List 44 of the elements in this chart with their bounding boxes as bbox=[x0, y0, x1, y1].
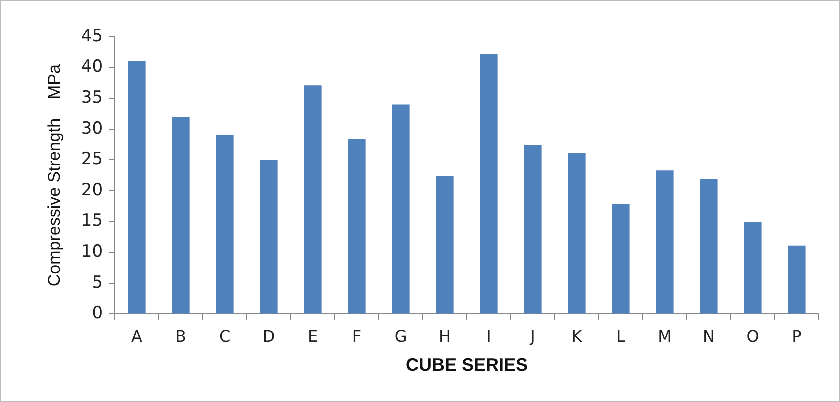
y-tick-label: 15 bbox=[81, 211, 104, 232]
x-tick-label: B bbox=[176, 326, 187, 346]
bar bbox=[260, 160, 278, 314]
x-tick-label: K bbox=[572, 326, 583, 346]
x-tick-label: H bbox=[439, 326, 452, 346]
x-tick-label: N bbox=[703, 326, 715, 346]
y-tick-label: 45 bbox=[81, 26, 104, 46]
y-tick-label: 40 bbox=[81, 57, 104, 78]
x-tick-label: I bbox=[486, 326, 492, 346]
bar bbox=[480, 54, 498, 314]
y-tick-label: 0 bbox=[92, 304, 104, 324]
y-tick-label: 5 bbox=[92, 272, 104, 293]
x-tick-label: F bbox=[352, 326, 362, 346]
bar bbox=[128, 61, 146, 314]
x-axis-title: CUBE SERIES bbox=[406, 355, 528, 376]
x-tick-label: D bbox=[262, 326, 276, 346]
x-tick-label: P bbox=[792, 326, 802, 346]
bar bbox=[348, 139, 366, 314]
bar bbox=[744, 222, 762, 314]
bar bbox=[436, 176, 454, 314]
x-tick-label: O bbox=[746, 326, 760, 346]
x-tick-label: A bbox=[132, 326, 143, 346]
y-tick-label: 35 bbox=[81, 88, 104, 108]
y-tick-label: 10 bbox=[81, 242, 104, 262]
bar bbox=[304, 86, 322, 314]
bar bbox=[172, 117, 190, 314]
bar bbox=[524, 145, 542, 314]
y-axis-title: Compressive Strength MPa bbox=[44, 64, 64, 287]
x-tick-label: J bbox=[530, 326, 536, 346]
x-tick-label: E bbox=[308, 326, 318, 346]
bar bbox=[392, 104, 410, 314]
x-tick-label: M bbox=[658, 326, 672, 346]
x-tick-label: C bbox=[219, 326, 231, 346]
bar bbox=[612, 204, 630, 314]
bar bbox=[656, 170, 674, 314]
y-tick-label: 25 bbox=[81, 150, 104, 170]
bar bbox=[216, 134, 234, 314]
x-tick-label: L bbox=[616, 326, 626, 346]
y-tick-label: 20 bbox=[81, 180, 104, 200]
x-tick-label: G bbox=[394, 326, 408, 346]
bar bbox=[568, 153, 586, 314]
bar bbox=[788, 246, 806, 314]
y-tick-label: 30 bbox=[81, 118, 104, 139]
bar bbox=[700, 179, 718, 314]
